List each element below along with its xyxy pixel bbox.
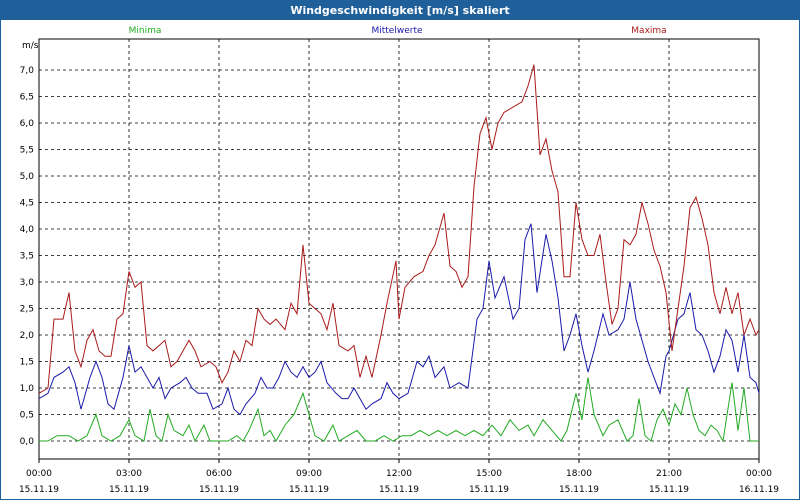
- x-tick-time: 00:00: [26, 469, 52, 479]
- y-tick-label: 2,5: [20, 305, 34, 315]
- x-tick-time: 18:00: [566, 469, 592, 479]
- x-tick-time: 09:00: [296, 469, 322, 479]
- x-tick-date: 16.11.19: [739, 485, 779, 495]
- x-tick-time: 12:00: [386, 469, 412, 479]
- grid-lines: [39, 39, 759, 459]
- legend: Minima Mittelwerte Maxima: [129, 26, 667, 36]
- y-tick-label: 6,0: [20, 119, 35, 129]
- x-tick-time: 21:00: [656, 469, 682, 479]
- x-tick-date: 15.11.19: [649, 485, 689, 495]
- x-tick-date: 15.11.19: [379, 485, 419, 495]
- y-tick-label: 3,5: [20, 252, 34, 262]
- x-tick-date: 15.11.19: [109, 485, 149, 495]
- x-tick-date: 15.11.19: [199, 485, 239, 495]
- x-tick-date: 15.11.19: [19, 485, 59, 495]
- x-tick-date: 15.11.19: [469, 485, 509, 495]
- x-tick-time: 15:00: [476, 469, 502, 479]
- series-line-mittelwerte: [38, 223, 760, 416]
- x-tick-time: 00:00: [746, 469, 772, 479]
- x-axis: 00:00 15.11.19 03:00 15.11.19 06:00 15.11.19 0…: [19, 459, 779, 495]
- legend-mittelwerte: Mittelwerte: [371, 26, 422, 36]
- series-line-maxima: [38, 64, 760, 394]
- x-tick-date: 15.11.19: [289, 485, 329, 495]
- y-tick-label: 1,5: [20, 358, 34, 368]
- y-tick-label: 4,0: [20, 225, 35, 235]
- y-tick-label: 3,0: [20, 278, 35, 288]
- y-tick-label: 4,5: [20, 199, 34, 209]
- y-axis: 0,0 0,5 1,0 1,5 2,0 2,5 3,0 3,5 4,0 4,5 5,0 5,5 6,0 6…: [20, 66, 35, 447]
- y-tick-label: 2,0: [20, 331, 35, 341]
- y-tick-label: 5,0: [20, 172, 35, 182]
- y-tick-label: 6,5: [20, 93, 34, 103]
- y-axis-label: m/s: [22, 41, 39, 51]
- x-tick-time: 06:00: [206, 469, 232, 479]
- series-line-minima: [39, 377, 759, 443]
- x-tick-time: 03:00: [116, 469, 142, 479]
- legend-minima: Minima: [129, 26, 162, 36]
- y-tick-label: 7,0: [20, 66, 35, 76]
- y-tick-label: 0,5: [20, 411, 34, 421]
- y-tick-label: 1,0: [20, 384, 35, 394]
- y-tick-label: 0,0: [20, 437, 35, 447]
- y-tick-label: 5,5: [20, 146, 34, 156]
- legend-maxima: Maxima: [631, 26, 666, 36]
- series-lines: [38, 64, 760, 443]
- chart-title: Windgeschwindigkeit [m/s] skaliert: [1, 1, 799, 20]
- x-tick-date: 15.11.19: [559, 485, 599, 495]
